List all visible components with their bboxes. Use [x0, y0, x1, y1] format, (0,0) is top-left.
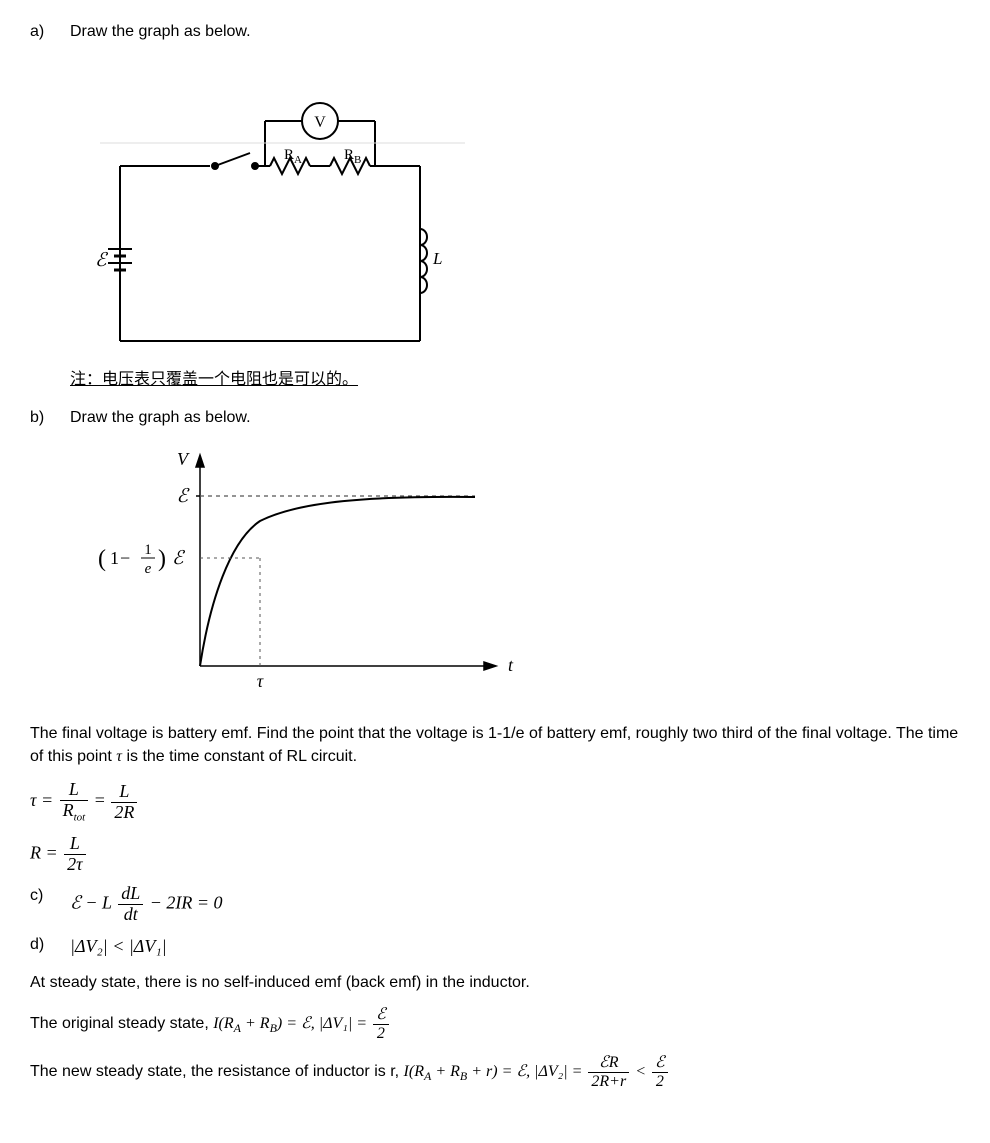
eq-tau-f1-den: R: [63, 800, 74, 820]
d-l3-e1: I(R: [404, 1063, 424, 1080]
eq-R: R = L 2τ: [30, 834, 960, 875]
emf-label: ℰ: [95, 250, 109, 271]
d-l2-subB: B: [270, 1021, 277, 1035]
c-t1: − L: [81, 893, 112, 913]
item-a: a) Draw the graph as below.: [30, 20, 960, 43]
item-b: b) Draw the graph as below.: [30, 406, 960, 429]
c-fnum: dL: [118, 884, 143, 905]
item-b-explanation: The final voltage is battery emf. Find t…: [30, 722, 960, 768]
d-l3-plus: + R: [431, 1063, 460, 1080]
d-l2-fden: 2: [373, 1025, 389, 1043]
item-d-ineq: |ΔV₂| < |ΔV₁|: [70, 933, 960, 959]
d-line2: The original steady state, I(RA + RB) = …: [30, 1006, 960, 1042]
asymptote-label: ℰ: [176, 486, 190, 507]
y-axis-label: V: [177, 449, 190, 469]
ytick-fnum: 1: [144, 542, 152, 558]
item-c-eq: ℰ − L dL dt − 2IR = 0: [70, 884, 960, 925]
inductor-label: L: [432, 249, 442, 268]
circuit-svg: V RA RB ℰ L: [70, 61, 470, 351]
ytick-fden: e: [145, 561, 152, 577]
voltmeter-label: V: [314, 114, 326, 131]
eq-tau-f2-den: 2R: [111, 803, 137, 823]
item-b-label: b): [30, 406, 70, 429]
item-d-label: d): [30, 933, 70, 956]
d-l3-pre: The new steady state, the resistance of …: [30, 1063, 404, 1080]
page-root: a) Draw the graph as below.: [0, 0, 990, 1143]
item-b-instruction: Draw the graph as below.: [70, 409, 251, 426]
d-l2-e1: I(R: [213, 1015, 233, 1032]
item-d: d) |ΔV₂| < |ΔV₁|: [30, 933, 960, 959]
ytick-close: ): [158, 546, 166, 572]
d-line3: The new steady state, the resistance of …: [30, 1054, 960, 1090]
eq-tau-lhs: τ =: [30, 790, 53, 810]
item-a-label: a): [30, 20, 70, 43]
item-a-note: 注：电压表只覆盖一个电阻也是可以的。: [70, 368, 960, 391]
item-c: c) ℰ − L dL dt − 2IR = 0: [30, 884, 960, 925]
eq-R-den: 2τ: [64, 855, 85, 875]
d-l2-pre: The original steady state,: [30, 1015, 213, 1032]
d-l3-lt: <: [631, 1063, 650, 1080]
item-a-body: Draw the graph as below.: [70, 20, 960, 43]
eq-tau-f1-num: L: [60, 780, 89, 801]
item-c-label: c): [30, 884, 70, 907]
d-line1: At steady state, there is no self-induce…: [30, 971, 960, 994]
eq-tau-f1-den-sub: tot: [74, 812, 86, 824]
ytick-minus: −: [120, 548, 130, 568]
x-axis-label: t: [508, 655, 514, 675]
eq-tau-f2-num: L: [111, 782, 137, 803]
c-eps: ℰ: [70, 893, 81, 913]
eq-tau-mid: =: [95, 790, 105, 810]
d-l3-f2num: ℰ: [652, 1054, 668, 1073]
c-fden: dt: [118, 905, 143, 925]
c-t2: − 2IR = 0: [145, 893, 222, 913]
graph-diagram: V t ℰ τ ( 1 − 1 e ) ℰ: [70, 441, 960, 708]
ytick-one: 1: [110, 548, 119, 568]
d-l2-tail: ) = ℰ, |ΔV₁| =: [277, 1015, 371, 1032]
d-l2-subA: A: [234, 1021, 241, 1035]
circuit-diagram: V RA RB ℰ L: [70, 61, 960, 358]
ytick-open: (: [98, 546, 106, 572]
eq-tau: τ = L Rtot = L 2R: [30, 780, 960, 823]
d-l3-f1num: ℰR: [588, 1054, 629, 1073]
item-a-instruction: Draw the graph as below.: [70, 23, 251, 40]
eq-R-lhs: R =: [30, 842, 58, 862]
b-expl-2: is the time constant of RL circuit.: [122, 748, 357, 765]
tau-label: τ: [257, 671, 264, 691]
d-l2-plus: + R: [241, 1015, 270, 1032]
graph-svg: V t ℰ τ ( 1 − 1 e ) ℰ: [70, 441, 540, 701]
d-ineq: |ΔV₂| < |ΔV₁|: [70, 936, 167, 956]
d-l3-r: + r) = ℰ, |ΔV₂| =: [467, 1063, 586, 1080]
eq-R-num: L: [64, 834, 85, 855]
item-b-body: Draw the graph as below.: [70, 406, 960, 429]
ytick-eps: ℰ: [172, 548, 186, 569]
d-l3-f1den: 2R+r: [588, 1073, 629, 1091]
d-l2-fnum: ℰ: [373, 1006, 389, 1025]
d-l3-f2den: 2: [652, 1073, 668, 1091]
